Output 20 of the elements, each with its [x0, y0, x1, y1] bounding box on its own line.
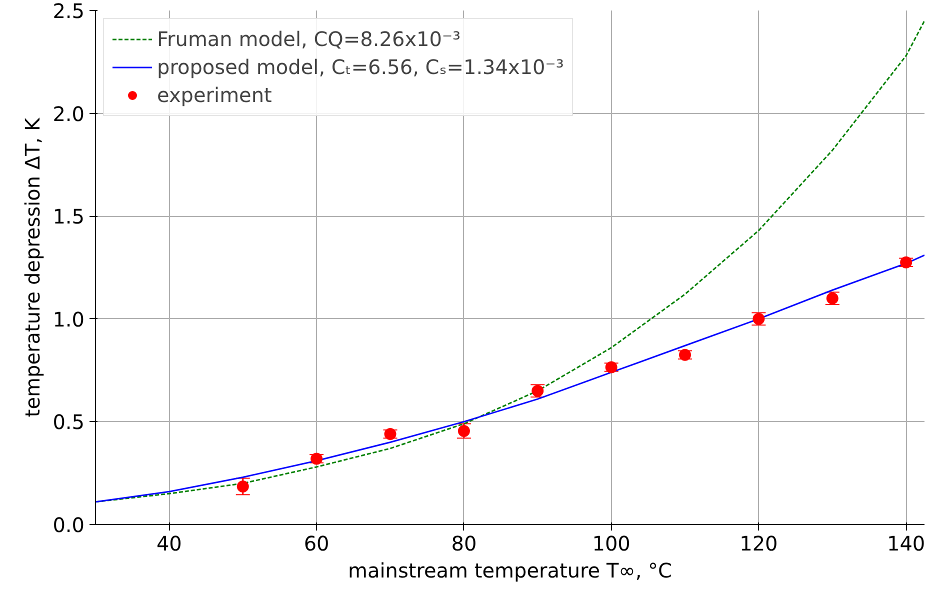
- x-tick-label: 140: [886, 532, 926, 556]
- legend-label: Fruman model, CQ=8.26x10⁻³: [157, 27, 461, 51]
- legend-label: experiment: [157, 83, 272, 107]
- x-tick-label: 100: [592, 532, 630, 556]
- legend-label: proposed model, Cₜ=6.56, Cₛ=1.34x10⁻³: [157, 55, 564, 79]
- line-series: [96, 254, 924, 503]
- y-tick-label: 0.0: [52, 513, 85, 537]
- x-tick-label: 120: [740, 532, 778, 556]
- y-tick-label: 0.5: [52, 410, 85, 434]
- x-tick-label: 60: [304, 532, 330, 556]
- line-series: [96, 20, 924, 503]
- y-tick-label: 1.5: [52, 204, 85, 229]
- x-axis-title: mainstream temperature T∞, °C: [348, 558, 672, 582]
- y-axis-title: temperature depression ΔT, K: [20, 116, 45, 418]
- x-tick-label: 40: [156, 532, 182, 556]
- y-tick-label: 2.0: [52, 102, 85, 126]
- point: [236, 480, 249, 492]
- x-tick-label: 80: [451, 532, 477, 556]
- y-tick-label: 1.0: [52, 307, 85, 332]
- y-tick-label: 2.5: [52, 0, 85, 23]
